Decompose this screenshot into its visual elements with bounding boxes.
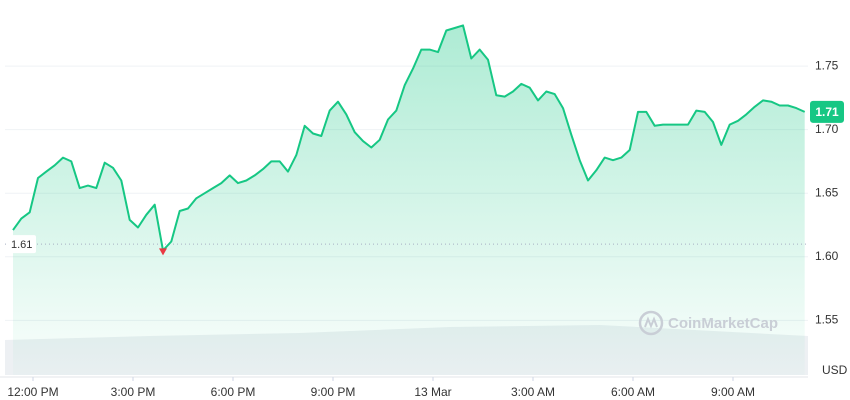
y-tick-label: 1.70 <box>815 122 839 136</box>
y-tick-label: 1.60 <box>815 249 839 263</box>
price-area <box>13 25 805 376</box>
x-tick-label: 6:00 AM <box>611 385 655 399</box>
price-line <box>12 24 806 252</box>
currency-label: USD <box>822 363 848 377</box>
low-marker <box>159 248 167 256</box>
y-tick-label: 1.75 <box>815 58 839 72</box>
y-tick-label: 1.55 <box>815 313 839 327</box>
watermark: CoinMarketCap <box>638 310 778 336</box>
y-tick-label: 1.65 <box>815 185 839 199</box>
x-tick-label: 3:00 AM <box>511 385 555 399</box>
reference-label: 1.61 <box>11 239 32 251</box>
plot: 1.61 <box>5 24 808 376</box>
x-tick-label: 6:00 PM <box>211 385 256 399</box>
x-tick-label: 9:00 PM <box>311 385 356 399</box>
x-tick-label: 3:00 PM <box>111 385 156 399</box>
x-tick-label: 12:00 PM <box>7 385 58 399</box>
x-tick-label: 9:00 AM <box>711 385 755 399</box>
last-price-label: 1.71 <box>815 105 839 119</box>
watermark-text: CoinMarketCap <box>668 315 778 332</box>
last-price-badge <box>810 100 844 123</box>
x-tick-label: 13 Mar <box>414 385 451 399</box>
reference-label-bg <box>6 235 36 254</box>
